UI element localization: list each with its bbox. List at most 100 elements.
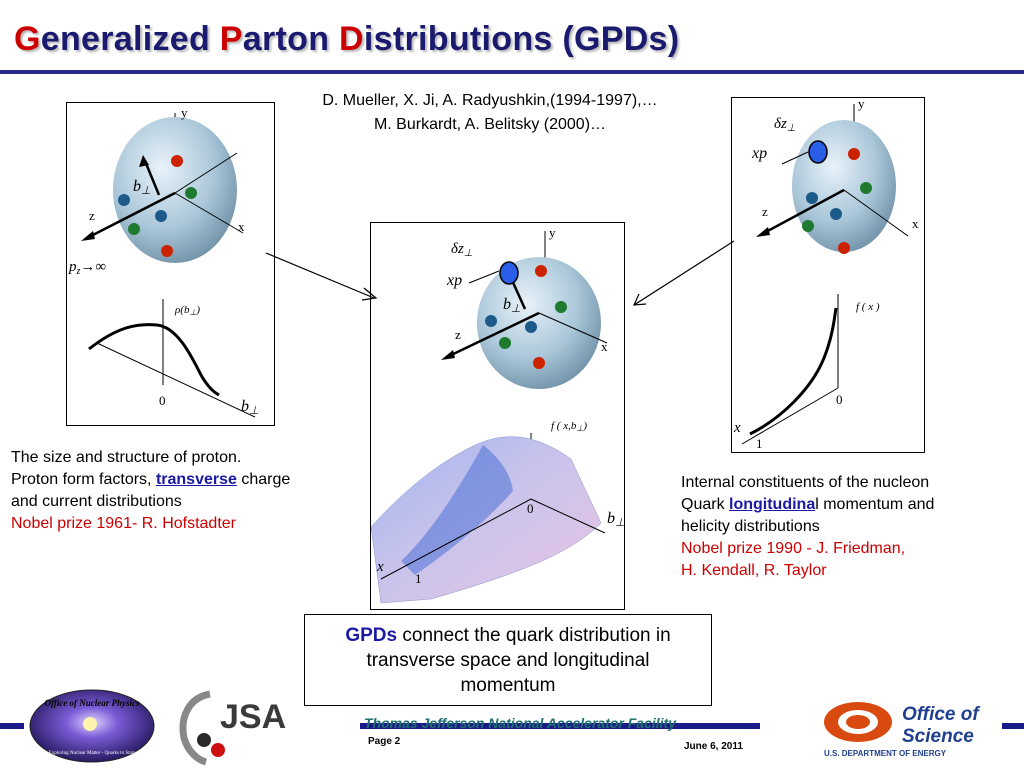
quark-red [161, 245, 173, 257]
gpd-summary-line-1: GPDs connect the quark distribution in [345, 625, 671, 646]
center-figure-panel: y z x δz⊥ xp b⊥ f ( x,b⊥) 0 x 1 b⊥ [370, 222, 625, 610]
proton-sphere [477, 257, 601, 389]
proton-sphere [792, 120, 896, 252]
z-axis-label: z [455, 327, 461, 342]
x-axis-label: x [238, 219, 245, 234]
right-desc-line-1: Internal constituents of the nucleon [681, 474, 930, 491]
os-logo-line-3: U.S. DEPARTMENT OF ENERGY [824, 749, 947, 758]
quark-blue [485, 315, 497, 327]
title-letter-d: D [339, 20, 364, 58]
quark-red [848, 148, 860, 160]
x-axis [843, 189, 909, 237]
parton-highlight [499, 261, 519, 285]
gpd-ridge [401, 445, 513, 575]
one-label: 1 [756, 436, 763, 451]
quark-blue [830, 208, 842, 220]
quark-green [860, 182, 872, 194]
b-axis [96, 342, 256, 418]
quark-blue [118, 194, 130, 206]
b-axis-label: b⊥ [607, 510, 624, 529]
x-axis-label: x [912, 216, 919, 231]
left-figure-panel: y z x b⊥ pz→∞ ρ(b⊥) 0 b⊥ [66, 102, 275, 426]
gpd-summary-line-2: transverse space and longitudinal [366, 650, 650, 671]
x-label-lower: x [733, 420, 741, 436]
z-arrowhead [81, 231, 95, 241]
quark-green [802, 220, 814, 232]
f-label: f ( x,b⊥) [551, 420, 587, 433]
quark-green [128, 223, 140, 235]
proton-transverse-diagram: y z x b⊥ pz→∞ ρ(b⊥) 0 b⊥ [68, 105, 259, 418]
left-description: The size and structure of proton. Proton… [11, 447, 361, 535]
right-nobel-note-2: H. Kendall, R. Taylor [681, 562, 827, 579]
quark-blue [155, 210, 167, 222]
title-part-eneralized: eneralized [40, 20, 220, 58]
z-axis-label: z [762, 204, 768, 219]
one-label: 1 [415, 571, 422, 586]
proton-sphere [113, 117, 237, 263]
x-axis [174, 192, 244, 234]
pz-label: pz→∞ [68, 259, 106, 277]
parton-highlight [808, 140, 828, 164]
quark-red [533, 357, 545, 369]
z-axis-label: z [89, 208, 95, 223]
parton-pointer [468, 270, 500, 284]
origin-zero: 0 [159, 393, 166, 408]
title-part-istributions: istributions (GPDs) [363, 20, 680, 58]
onp-logo-bottom-text: Exploring Nuclear Matter - Quarks to Sta… [49, 751, 136, 756]
slide-title: Generalized Parton Distributions (GPDs) [14, 20, 679, 59]
gpd-summary-line-3: momentum [460, 675, 556, 696]
b-label: b⊥ [133, 178, 151, 197]
y-axis-label: y [181, 105, 188, 120]
quark-red [838, 242, 850, 254]
slide-date: June 6, 2011 [684, 741, 743, 752]
right-desc-line-2: Quark longitudinal momentum and [681, 496, 935, 513]
lab-name: Thomas Jefferson National Accelerator Fa… [364, 715, 676, 731]
rho-label: ρ(b⊥) [174, 304, 200, 317]
parton-pointer [781, 151, 809, 165]
delta-z-label: δz⊥ [451, 241, 473, 259]
left-desc-line-1: The size and structure of proton. [11, 449, 242, 466]
arrow-right-to-center [633, 240, 735, 306]
rho-curve [88, 323, 220, 397]
os-logo-line-1: Office of [902, 704, 980, 725]
xp-label: xp [751, 145, 767, 162]
x-axis-lower [741, 387, 839, 445]
footer-bar-center [360, 723, 760, 729]
axis-back [174, 152, 238, 194]
delta-z-label: δz⊥ [774, 116, 796, 134]
onp-logo-top-text: Office of Nuclear Physics [44, 698, 140, 708]
office-of-nuclear-physics-logo: Office of Nuclear Physics Exploring Nucl… [29, 689, 155, 763]
transverse-keyword: transverse [155, 471, 237, 488]
left-nobel-note: Nobel prize 1961- R. Hofstadter [11, 515, 236, 532]
z-arrowhead [441, 350, 455, 360]
left-desc-line-3: and current distributions [11, 493, 182, 510]
gpds-keyword: GPDs [345, 625, 398, 646]
title-letter-p: P [219, 20, 243, 58]
gpd-summary-box: GPDs connect the quark distribution in t… [304, 614, 712, 706]
x-axis-lower [380, 498, 532, 580]
right-description: Internal constituents of the nucleon Qua… [681, 472, 1011, 582]
jsa-logo: JSA [179, 690, 286, 766]
quark-green [185, 187, 197, 199]
z-axis-arrow [446, 311, 540, 359]
y-axis-label: y [549, 225, 556, 240]
quark-red [171, 155, 183, 167]
quark-red [535, 265, 547, 277]
right-figure-panel: y z x δz⊥ xp f ( x ) 0 x 1 [731, 97, 925, 453]
right-desc-line-3: helicity distributions [681, 518, 820, 535]
b-perp-arrow [143, 160, 161, 196]
b-axis-label: b⊥ [241, 398, 259, 417]
footer-bar-left [0, 723, 24, 729]
f-label: f ( x ) [856, 301, 880, 313]
arrowhead-right [633, 293, 647, 306]
citation-line-2: M. Burkardt, A. Belitsky (2000)… [373, 116, 607, 133]
title-part-arton: arton [242, 20, 340, 58]
z-axis-arrow [86, 191, 176, 240]
xp-label: xp [446, 272, 462, 289]
z-axis-arrow [761, 188, 845, 236]
x-axis [538, 312, 608, 344]
page-number: Page 2 [368, 736, 401, 747]
f-curve [749, 307, 838, 436]
quark-blue [525, 321, 537, 333]
citation-line-1: D. Mueller, X. Ji, A. Radyushkin,(1994-1… [322, 92, 658, 109]
